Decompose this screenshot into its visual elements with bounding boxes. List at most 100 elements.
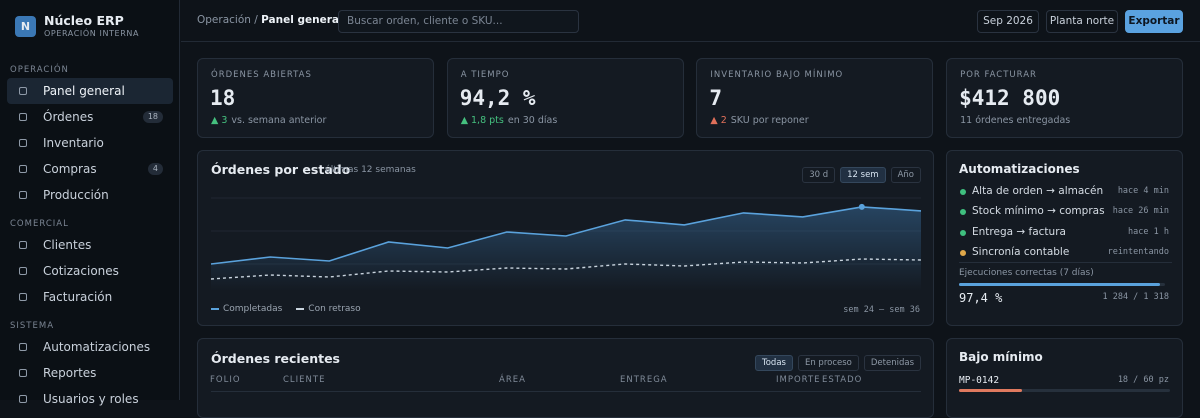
series-line [210, 258, 922, 280]
filter-tab[interactable]: En proceso [797, 355, 859, 371]
nav-icon [19, 87, 27, 95]
automation-label: Entrega → factura [972, 225, 1066, 238]
progress-track [959, 283, 1165, 286]
line-chart [210, 197, 922, 291]
automation-time: hace 4 min [1117, 186, 1169, 196]
low-stock-card: Bajo mínimo MP-0142 18 / 60 pz [946, 338, 1183, 418]
nav-label: Reportes [43, 366, 97, 380]
stock-label: 18 / 60 pz [1117, 375, 1169, 385]
nav-item[interactable]: Reportes [7, 360, 173, 386]
app-subtitle: OPERACIÓN INTERNA [44, 29, 140, 38]
legend-item: Completadas [211, 304, 282, 314]
nav-item[interactable]: Facturación [7, 284, 173, 310]
kpi-delta: ▲ 3 [211, 115, 228, 126]
chart-card: Órdenes por estado últimas 12 semanas 30… [197, 150, 934, 326]
nav-label: Órdenes [43, 110, 94, 124]
crumb-current: Panel general [261, 14, 343, 26]
status-dot [960, 209, 966, 216]
nav-item[interactable]: Automatizaciones [7, 334, 173, 360]
nav-item[interactable]: Clientes [7, 232, 173, 258]
x-range-label: sem 24 — sem 36 [843, 305, 920, 315]
app-name: Núcleo ERP [44, 13, 124, 28]
nav-item[interactable]: Órdenes 18 [7, 104, 173, 130]
sidebar: N Núcleo ERP OPERACIÓN INTERNA OPERACIÓN… [0, 0, 180, 406]
kpi-card: INVENTARIO BAJO MÍNIMO 7 ▲ 2 SKU por repone… [696, 58, 934, 138]
kpi-note: 11 órdenes entregadas [960, 115, 1070, 126]
nav-item[interactable]: Cotizaciones [7, 258, 173, 284]
series-line [210, 206, 922, 265]
nav-icon [19, 395, 27, 403]
nav-label: Panel general [43, 84, 125, 98]
kpi-note-text: SKU por reponer [730, 115, 809, 126]
legend-swatch [296, 307, 305, 310]
range-tab[interactable]: 12 sem [840, 167, 886, 183]
separator [959, 262, 1172, 263]
export-button[interactable]: Exportar [1125, 10, 1183, 33]
nav-icon [19, 165, 27, 173]
nav-item[interactable]: Compras 4 [7, 156, 173, 182]
kpi-value: $412 800 [959, 86, 1061, 110]
nav: OPERACIÓN Panel general Órdenes 18 Inventari… [0, 62, 180, 412]
column-header: CLIENTE [283, 375, 326, 385]
nav-item[interactable]: Inventario [7, 130, 173, 156]
success-rate: 97,4 % [959, 291, 1003, 305]
column-header: IMPORTE [776, 375, 821, 385]
kpi-value: 94,2 % [459, 86, 536, 110]
nav-label: Producción [43, 188, 109, 202]
progress-bar [959, 283, 1160, 286]
range-tab[interactable]: 30 d [802, 167, 836, 183]
column-header: ESTADO [822, 375, 863, 385]
nav-label: Facturación [43, 290, 113, 304]
nav-item[interactable]: Panel general [7, 78, 173, 104]
kpi-note: ▲ 2 SKU por reponer [710, 115, 808, 126]
site-button[interactable]: Planta norte [1046, 10, 1118, 33]
automation-label: Sincronía contable [972, 245, 1070, 258]
automation-label: Stock mínimo → compras [972, 205, 1105, 218]
success-title: Ejecuciones correctas (7 días) [959, 268, 1094, 278]
kpi-delta: ▲ 1,8 pts [460, 115, 504, 126]
kpi-value: 7 [709, 86, 723, 110]
automations-title: Automatizaciones [959, 162, 1080, 176]
column-header: ENTREGA [620, 375, 668, 385]
kpi-label: POR FACTURAR [960, 70, 1037, 80]
automation-label: Alta de orden → almacén [972, 185, 1104, 197]
kpi-note-text: vs. semana anterior [231, 115, 327, 126]
topbar: Operación / Panel general Buscar orden, … [181, 0, 1200, 42]
nav-badge: 4 [147, 163, 163, 175]
stock-bar [959, 389, 1023, 392]
nav-label: Cotizaciones [43, 264, 119, 278]
kpi-note: ▲ 1,8 pts en 30 días [461, 115, 558, 126]
nav-icon [19, 191, 27, 199]
kpi-note: ▲ 3 vs. semana anterior [211, 115, 326, 126]
nav-icon [19, 369, 27, 377]
automation-time: hace 26 min [1112, 206, 1169, 217]
nav-section: SISTEMA [10, 321, 55, 331]
kpi-note-text: 11 órdenes entregadas [960, 115, 1071, 126]
stock-track [959, 389, 1170, 392]
chart-title: Órdenes por estado [211, 162, 351, 177]
range-tab[interactable]: Año [890, 167, 921, 183]
nav-item[interactable]: Producción [7, 182, 173, 208]
nav-section: OPERACIÓN [10, 65, 69, 75]
legend-label: Completadas [223, 304, 283, 314]
kpi-card: A TIEMPO 94,2 % ▲ 1,8 pts en 30 días [446, 58, 684, 138]
crumb[interactable]: Operación [197, 14, 251, 26]
legend-item: Con retraso [296, 304, 361, 314]
legend-label: Con retraso [308, 304, 361, 314]
logo: N [15, 16, 36, 37]
nav-icon [19, 293, 27, 301]
search[interactable]: Buscar orden, cliente o SKU... [338, 10, 579, 33]
kpi-value: 18 [210, 86, 236, 110]
nav-section: COMERCIAL [10, 219, 69, 229]
status-dot [960, 189, 966, 195]
filter-tab[interactable]: Todas [754, 355, 793, 371]
area-fill [211, 206, 921, 291]
nav-item[interactable]: Usuarios y roles [7, 386, 173, 412]
filter-tab[interactable]: Detenidas [863, 355, 921, 371]
nav-label: Automatizaciones [43, 340, 151, 354]
status-dot [960, 249, 966, 256]
kpi-label: A TIEMPO [460, 70, 510, 80]
chart-subtitle: últimas 12 semanas [325, 165, 416, 175]
period-button[interactable]: Sep 2026 [977, 10, 1039, 33]
